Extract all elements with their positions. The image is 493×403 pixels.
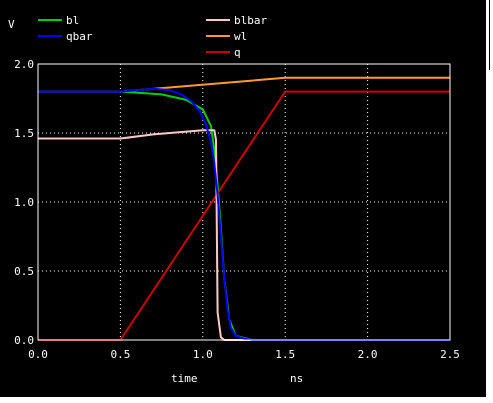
x-axis-unit: ns — [290, 372, 303, 385]
grid — [38, 64, 450, 340]
plot-window: V bl qbar blbar wl q 0.0 0.5 1.0 1.5 2.0 2.5 0.0 0.… — [0, 0, 486, 397]
y-tick-label: 1.5 — [14, 127, 34, 140]
y-unit-label: V — [8, 18, 15, 31]
series-lines — [38, 76, 450, 341]
legend-label-wl: wl — [234, 30, 247, 43]
y-tick-label: 0.0 — [14, 334, 34, 347]
x-tick-label: 1.5 — [275, 348, 295, 361]
legend: bl qbar blbar wl q — [38, 14, 267, 59]
legend-label-blbar: blbar — [234, 14, 267, 27]
legend-label-bl: bl — [66, 14, 79, 27]
x-tick-label: 0.0 — [28, 348, 48, 361]
series-line-bl — [38, 90, 450, 341]
legend-label-qbar: qbar — [66, 30, 93, 43]
series-line-q — [38, 90, 450, 341]
series-line-qbar — [38, 87, 450, 341]
y-tick-label: 0.5 — [14, 265, 34, 278]
plot-frame — [37, 63, 451, 341]
y-tick-label: 2.0 — [14, 58, 34, 71]
x-tick-label: 2.5 — [440, 348, 460, 361]
x-axis-label: time — [171, 372, 198, 385]
axis-ticks: 0.0 0.5 1.0 1.5 2.0 2.5 0.0 0.5 1.0 1.5 2.0 — [14, 58, 460, 361]
x-tick-label: 1.0 — [193, 348, 213, 361]
x-tick-label: 2.0 — [358, 348, 378, 361]
series-line-wl — [38, 76, 450, 93]
legend-label-q: q — [234, 46, 241, 59]
series-line-blbar — [38, 129, 450, 341]
y-tick-label: 1.0 — [14, 196, 34, 209]
x-tick-label: 0.5 — [110, 348, 130, 361]
window-edge — [489, 0, 490, 70]
